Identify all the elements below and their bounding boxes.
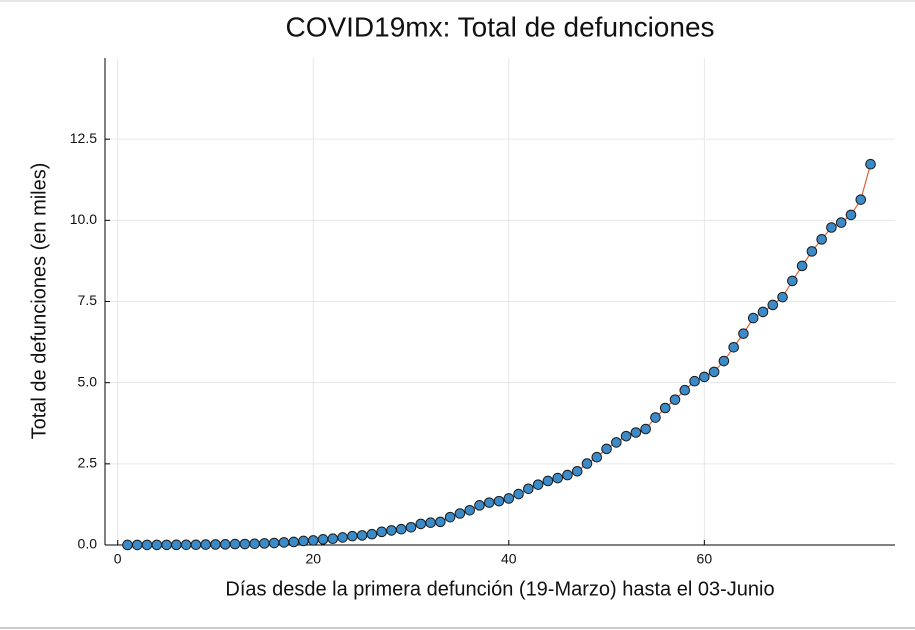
point (855, 194, 867, 205)
point (356, 530, 368, 541)
chart-title: COVID19mx: Total de defunciones (285, 11, 714, 42)
x-tick-label: 20 (305, 551, 321, 567)
point (718, 355, 730, 367)
point (190, 539, 202, 551)
point (659, 402, 671, 414)
point (611, 437, 622, 448)
point (689, 375, 700, 387)
point (366, 528, 378, 540)
point (767, 299, 779, 311)
point (747, 312, 759, 324)
point (552, 472, 563, 484)
point (131, 539, 143, 551)
x-axis-label: Días desde la primera defunción (19-Marz… (225, 578, 774, 600)
point (268, 537, 280, 549)
point (650, 412, 661, 423)
point (845, 209, 857, 221)
point (562, 469, 573, 481)
point (826, 222, 837, 233)
point (444, 511, 456, 523)
y-tick-label: 5.0 (78, 373, 98, 389)
point (298, 535, 309, 547)
point (239, 538, 251, 550)
point (620, 430, 632, 442)
point (259, 538, 270, 549)
point (728, 341, 739, 353)
point (415, 518, 427, 530)
point (581, 458, 593, 469)
point (171, 539, 182, 551)
point (523, 483, 534, 495)
point (865, 158, 876, 170)
point (835, 217, 847, 228)
point (738, 328, 749, 339)
point (386, 525, 397, 536)
point (180, 539, 192, 551)
y-tick-label: 12.5 (70, 130, 97, 146)
point (806, 246, 818, 257)
point (699, 371, 710, 383)
y-axis-label: Total de defunciones (en miles) (28, 163, 50, 440)
point (200, 539, 212, 550)
x-tick-label: 0 (114, 551, 122, 567)
point (278, 537, 290, 548)
x-tick-label: 60 (697, 551, 713, 567)
point (122, 539, 133, 551)
point (405, 521, 417, 533)
point (493, 495, 505, 507)
point (327, 533, 339, 545)
x-tick-label: 40 (501, 551, 517, 567)
point (630, 427, 642, 438)
point (796, 260, 808, 272)
point (337, 532, 348, 543)
y-tick-label: 2.5 (78, 455, 98, 471)
point (532, 479, 544, 490)
point (777, 291, 788, 303)
point (816, 234, 827, 245)
point (288, 536, 300, 548)
point (317, 534, 329, 545)
point (464, 504, 475, 516)
point (395, 523, 407, 535)
point (513, 488, 524, 500)
point (307, 535, 319, 546)
point (229, 538, 241, 550)
point (757, 306, 769, 318)
point (347, 530, 358, 542)
point (249, 538, 260, 550)
point (787, 275, 798, 287)
point (503, 493, 515, 504)
point (435, 516, 446, 528)
y-tick-label: 7.5 (78, 292, 98, 308)
point (571, 465, 583, 477)
point (679, 384, 691, 396)
point (474, 500, 485, 511)
y-tick-label: 0.0 (78, 536, 98, 552)
point (454, 508, 466, 519)
point (210, 539, 221, 550)
point (151, 539, 163, 551)
point (591, 451, 603, 463)
point (708, 366, 720, 378)
point (601, 443, 612, 455)
line (127, 164, 872, 546)
point (669, 394, 681, 405)
point (425, 517, 436, 529)
point (219, 539, 231, 550)
point (376, 526, 387, 538)
point (141, 539, 153, 551)
y-tick-label: 10.0 (70, 211, 97, 227)
point (640, 423, 651, 435)
point (161, 539, 172, 551)
point (483, 497, 495, 508)
point (542, 475, 554, 487)
